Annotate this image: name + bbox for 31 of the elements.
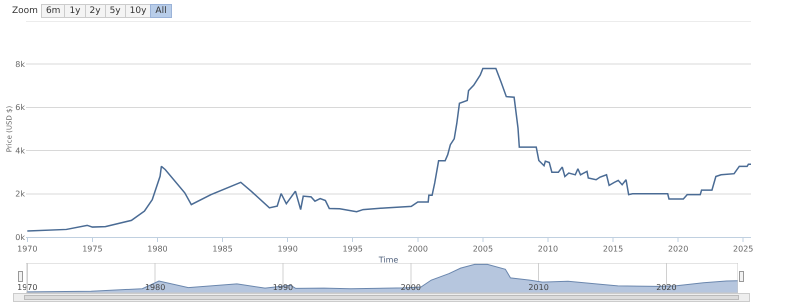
text: 1y [64,4,86,18]
y-tick-label: 0k [15,232,26,242]
text: All [150,4,172,18]
text: 5y [104,4,126,18]
x-tick-label: 2000 [408,244,428,254]
line-series [26,68,751,232]
y-tick-label: 6k [15,103,26,112]
x-tick-label: 2025 [733,244,754,254]
x-tick-label: 1990 [272,283,294,292]
x-tick-label: 2010 [528,283,549,292]
text: Zoom [12,6,38,16]
x-tick-label: 2005 [472,244,494,254]
x-tick-label: 2020 [668,244,688,254]
text: 6m [40,4,66,18]
x-tick-label: 2010 [538,244,558,254]
x-axis-title: Time [378,256,398,265]
x-tick-label: 2015 [602,244,624,254]
x-tick-label: 1975 [82,244,103,254]
text: 10y [124,4,152,18]
x-tick-label: 1990 [277,244,298,254]
y-tick-label: 2k [15,190,26,199]
x-tick-label: 1980 [144,283,166,292]
x-tick-label: 1980 [147,244,168,254]
y-tick-label: 4k [15,146,26,156]
x-tick-label: 2000 [400,283,421,292]
x-tick-label: 1970 [17,244,38,254]
text: 2y [84,4,106,18]
x-tick-label: 1985 [212,244,233,254]
x-tick-label: 2020 [656,283,677,292]
x-tick-label: 1995 [342,244,363,254]
y-tick-label: 8k [15,60,26,69]
